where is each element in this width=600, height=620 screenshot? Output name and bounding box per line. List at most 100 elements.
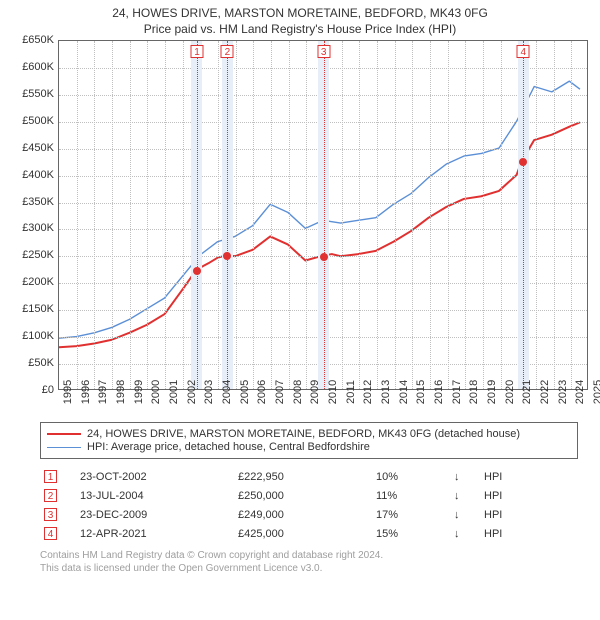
- gridline-vertical: [536, 41, 537, 389]
- y-tick-label: £650K: [8, 34, 54, 46]
- gridline-vertical: [147, 41, 148, 389]
- x-tick-label: 2006: [256, 380, 268, 404]
- footer-line2: This data is licensed under the Open Gov…: [40, 562, 592, 575]
- gridline-vertical: [377, 41, 378, 389]
- x-tick-label: 2021: [521, 380, 533, 404]
- sale-rel: HPI: [480, 467, 578, 486]
- x-tick-label: 2022: [539, 380, 551, 404]
- x-tick-label: 2001: [168, 380, 180, 404]
- sale-marker-dot: [519, 158, 527, 166]
- sale-date: 23-DEC-2009: [76, 505, 234, 524]
- sale-marker-dot: [193, 267, 201, 275]
- sale-row-marker: 2: [44, 489, 57, 502]
- x-tick-label: 1999: [133, 380, 145, 404]
- x-tick-label: 2010: [327, 380, 339, 404]
- sale-row: 412-APR-2021£425,00015%↓HPI: [40, 524, 578, 543]
- x-tick-label: 2013: [380, 380, 392, 404]
- sale-row: 3 23-DEC-2009£249,00017%↓HPI: [40, 505, 578, 524]
- x-tick-label: 2000: [150, 380, 162, 404]
- down-arrow-icon: ↓: [450, 467, 480, 486]
- gridline-vertical: [430, 41, 431, 389]
- gridline-vertical: [448, 41, 449, 389]
- sale-price: £222,950: [234, 467, 372, 486]
- chart-title-line2: Price paid vs. HM Land Registry's House …: [8, 22, 592, 36]
- sale-marker-line: [523, 41, 524, 389]
- sale-marker-line: [324, 41, 325, 389]
- sale-date: 12-APR-2021: [76, 524, 234, 543]
- gridline-vertical: [112, 41, 113, 389]
- x-tick-label: 2016: [433, 380, 445, 404]
- x-tick-label: 2024: [574, 380, 586, 404]
- gridline-vertical: [465, 41, 466, 389]
- y-tick-label: £150K: [8, 303, 54, 315]
- y-tick-label: £0: [8, 384, 54, 396]
- gridline-vertical: [183, 41, 184, 389]
- legend-swatch: [47, 433, 81, 435]
- gridline-vertical: [165, 41, 166, 389]
- x-tick-label: 2014: [398, 380, 410, 404]
- gridline-vertical: [501, 41, 502, 389]
- sale-price: £425,000: [234, 524, 372, 543]
- y-tick-label: £400K: [8, 169, 54, 181]
- y-tick-label: £450K: [8, 142, 54, 154]
- sale-marker-dot: [223, 252, 231, 260]
- sale-marker-line: [197, 41, 198, 389]
- gridline-vertical: [253, 41, 254, 389]
- sale-rel: HPI: [480, 505, 578, 524]
- x-tick-label: 2009: [309, 380, 321, 404]
- x-tick-label: 1998: [115, 380, 127, 404]
- gridline-vertical: [77, 41, 78, 389]
- gridline-vertical: [554, 41, 555, 389]
- sales-table: 123-OCT-2002£222,95010%↓HPI 2 13-JUL-2004£…: [40, 467, 578, 543]
- x-tick-label: 2011: [345, 380, 357, 404]
- sale-pct: 15%: [372, 524, 450, 543]
- sale-marker-number: 3: [317, 45, 330, 58]
- y-tick-label: £600K: [8, 61, 54, 73]
- sale-rel: HPI: [480, 486, 578, 505]
- gridline-vertical: [571, 41, 572, 389]
- y-tick-label: £50K: [8, 357, 54, 369]
- x-tick-label: 2007: [274, 380, 286, 404]
- x-tick-label: 2008: [292, 380, 304, 404]
- x-tick-label: 2015: [415, 380, 427, 404]
- chart-container: 24, HOWES DRIVE, MARSTON MORETAINE, BEDF…: [0, 0, 600, 620]
- x-tick-label: 2023: [557, 380, 569, 404]
- gridline-vertical: [483, 41, 484, 389]
- x-tick-label: 2003: [203, 380, 215, 404]
- sale-row: 213-JUL-2004£250,00011%↓HPI: [40, 486, 578, 505]
- y-tick-label: £250K: [8, 249, 54, 261]
- sale-row: 123-OCT-2002£222,95010%↓HPI: [40, 467, 578, 486]
- x-tick-label: 2005: [239, 380, 251, 404]
- sale-pct: 10%: [372, 467, 450, 486]
- down-arrow-icon: ↓: [450, 505, 480, 524]
- x-tick-label: 2025: [592, 380, 600, 404]
- legend-label-price-paid: 24, HOWES DRIVE, MARSTON MORETAINE, BEDF…: [87, 428, 520, 440]
- down-arrow-icon: ↓: [450, 486, 480, 505]
- x-tick-label: 2004: [221, 380, 233, 404]
- x-tick-label: 2018: [468, 380, 480, 404]
- legend-swatch: [47, 447, 81, 448]
- x-tick-label: 1997: [97, 380, 109, 404]
- sale-price: £249,000: [234, 505, 372, 524]
- footer-line1: Contains HM Land Registry data © Crown c…: [40, 549, 592, 562]
- gridline-vertical: [236, 41, 237, 389]
- sale-date: 23-OCT-2002: [76, 467, 234, 486]
- sale-row-marker: 3: [44, 508, 57, 521]
- gridline-vertical: [130, 41, 131, 389]
- gridline-vertical: [271, 41, 272, 389]
- gridline-vertical: [94, 41, 95, 389]
- x-tick-label: 2017: [451, 380, 463, 404]
- legend-label-hpi: HPI: Average price, detached house, Cent…: [87, 441, 370, 453]
- footer: Contains HM Land Registry data © Crown c…: [40, 549, 592, 575]
- x-tick-label: 1996: [80, 380, 92, 404]
- gridline-vertical: [412, 41, 413, 389]
- x-tick-label: 2002: [186, 380, 198, 404]
- chart-legend: 24, HOWES DRIVE, MARSTON MORETAINE, BEDF…: [40, 422, 578, 459]
- sale-marker-dot: [320, 253, 328, 261]
- gridline-vertical: [395, 41, 396, 389]
- x-tick-label: 1995: [62, 380, 74, 404]
- y-tick-label: £550K: [8, 88, 54, 100]
- sale-pct: 17%: [372, 505, 450, 524]
- sale-date: 13-JUL-2004: [76, 486, 234, 505]
- legend-item: 24, HOWES DRIVE, MARSTON MORETAINE, BEDF…: [47, 428, 571, 440]
